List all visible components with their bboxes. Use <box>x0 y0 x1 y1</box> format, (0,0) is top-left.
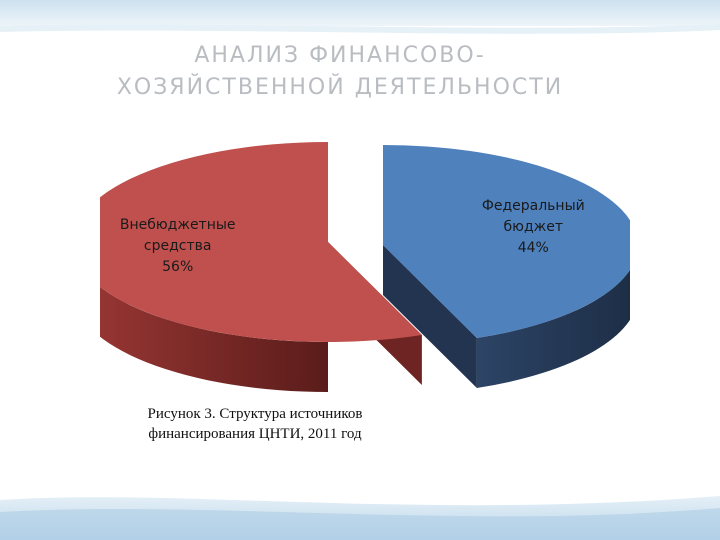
pie-label-value: 44% <box>518 240 549 256</box>
pie-slice-side-2 <box>100 286 328 392</box>
caption-line-1: Рисунок 3. Структура источников <box>147 406 363 422</box>
pie-label-text: Федеральный <box>482 198 585 214</box>
slide-title-line-2: ХОЗЯЙСТВЕННОЙ ДЕЯТЕЛЬНОСТИ <box>116 75 564 100</box>
pie-slice-1 <box>383 145 630 338</box>
pie-slice-side-1 <box>476 269 630 388</box>
pie-label-text: Внебюджетные <box>120 217 236 233</box>
slide-title: АНАЛИЗ ФИНАНСОВО- ХОЗЯЙСТВЕННОЙ ДЕЯТЕЛЬН… <box>60 40 620 104</box>
pie-label-text: средства <box>144 238 212 254</box>
pie-chart: Федеральный бюджет 44% Внебюджетные средства… <box>100 142 630 392</box>
chart-caption: Рисунок 3. Структура источников финансир… <box>110 404 400 444</box>
caption-line-2: финансирования ЦНТИ, 2011 год <box>148 426 362 442</box>
pie-slice-label-1: Федеральный бюджет 44% <box>482 198 585 256</box>
pie-slice-label-2: Внебюджетные средства 56% <box>120 217 236 275</box>
pie-slice-2 <box>100 142 422 342</box>
pie-label-value: 56% <box>162 259 193 275</box>
slide-title-line-1: АНАЛИЗ ФИНАНСОВО- <box>194 43 486 68</box>
pie-label-text: бюджет <box>504 219 563 235</box>
pie-slice-cut-face-1 <box>383 245 477 388</box>
